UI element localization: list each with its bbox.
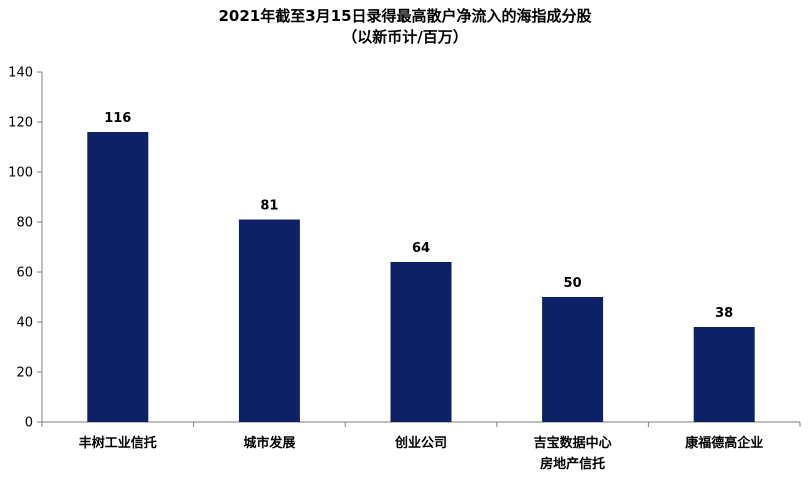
y-tick-label: 20 <box>16 366 33 381</box>
chart-title-block: 2021年截至3月15日录得最高散户净流入的海指成分股 （以新币计/百万） <box>0 6 810 48</box>
y-tick-label: 0 <box>25 416 33 431</box>
bar <box>390 262 452 422</box>
y-tick-label: 100 <box>8 166 33 181</box>
data-label: 64 <box>412 241 430 256</box>
y-tick-label: 60 <box>16 266 33 281</box>
y-tick-label: 140 <box>8 66 33 81</box>
y-tick-label: 80 <box>16 216 33 231</box>
bar <box>693 327 755 422</box>
y-tick-label: 120 <box>8 116 33 131</box>
bar <box>542 297 604 422</box>
data-label: 50 <box>564 276 582 291</box>
data-label: 81 <box>260 199 278 214</box>
x-tick-label: 创业公司 <box>394 435 447 451</box>
chart-subtitle: （以新币计/百万） <box>342 28 468 46</box>
x-tick-label: 吉宝数据中心 <box>534 435 612 451</box>
bar <box>87 132 149 422</box>
chart-title: 2021年截至3月15日录得最高散户净流入的海指成分股 <box>218 7 592 25</box>
data-label: 38 <box>715 306 733 321</box>
x-tick-label: 康福德高企业 <box>685 435 763 451</box>
bar <box>238 219 300 422</box>
x-tick-label: 城市发展 <box>243 435 296 451</box>
y-tick-label: 40 <box>16 316 33 331</box>
x-tick-label: 房地产信托 <box>540 456 605 472</box>
x-tick-label: 丰树工业信托 <box>79 435 157 451</box>
data-label: 116 <box>104 111 131 126</box>
